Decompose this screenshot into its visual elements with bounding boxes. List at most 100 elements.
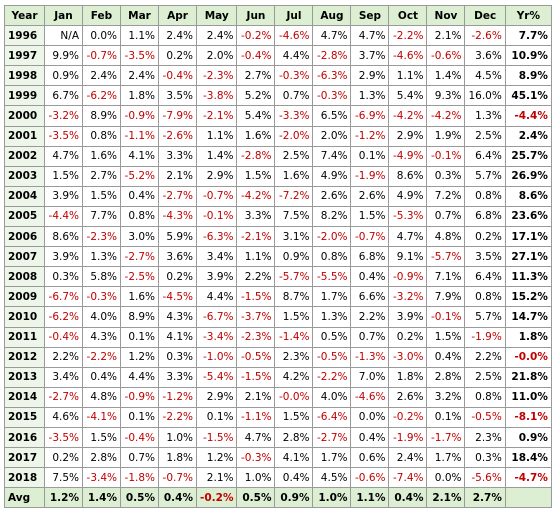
return-cell: 9.9% <box>44 45 83 67</box>
return-cell: -2.2% <box>388 25 428 47</box>
return-cell: 2.4% <box>388 447 428 469</box>
return-cell: 2.1% <box>195 467 238 489</box>
return-cell: -3.5% <box>120 45 159 67</box>
return-cell: 9.1% <box>388 246 428 268</box>
year-row: 2016 -3.5% 1.5% -0.4% 1.0% -1.5% 4.7% 2.8% -2.7%… <box>4 426 552 449</box>
return-cell: -0.9% <box>388 266 428 288</box>
return-cell: 4.5% <box>312 467 352 489</box>
return-cell: -0.3% <box>236 447 276 469</box>
return-cell: 8.9% <box>120 306 159 328</box>
column-header: Jul <box>274 4 314 27</box>
returns-table: Year Jan Feb Mar Apr May Jun Jul Aug Sep Oct Nov Dec… <box>4 4 552 509</box>
column-header: Jan <box>44 4 83 27</box>
return-cell: 3.2% <box>426 386 466 408</box>
column-header: Feb <box>82 4 121 27</box>
return-cell: -1.9% <box>388 426 428 449</box>
return-cell: -6.3% <box>312 65 352 87</box>
return-cell: 8.2% <box>312 205 352 228</box>
return-cell: -5.7% <box>274 266 314 288</box>
return-cell: 4.0% <box>312 386 352 408</box>
return-cell: 0.4% <box>426 346 466 368</box>
year-cell: 2004 <box>4 185 45 207</box>
return-cell: 1.2% <box>120 346 159 368</box>
return-cell: -0.4% <box>44 326 83 348</box>
return-cell: 0.9% <box>274 246 314 268</box>
return-cell: 1.8% <box>158 447 197 469</box>
return-cell: 3.9% <box>195 266 238 288</box>
return-cell: -1.2% <box>350 125 390 147</box>
return-cell: 2.9% <box>388 125 428 147</box>
return-cell: 1.3% <box>82 246 121 268</box>
return-cell: -4.7% <box>504 467 552 489</box>
return-cell: 14.7% <box>504 306 552 328</box>
return-cell: 1.2% <box>195 447 238 469</box>
return-cell: -0.7% <box>350 226 390 248</box>
return-cell: -4.1% <box>82 406 121 428</box>
return-cell: 2.2% <box>44 346 83 368</box>
year-row: 2005 -4.4% 7.7% 0.8% -4.3% -0.1% 3.3% 7.5% 8.2% 1… <box>4 205 552 228</box>
return-cell: -2.8% <box>312 45 352 67</box>
return-cell: 0.8% <box>82 125 121 147</box>
return-cell: 2.4% <box>120 65 159 87</box>
year-row: 1996 N/A 0.0% 1.1% 2.4% 2.4% -0.2% -4.6% 4.7% 4.7… <box>4 25 552 47</box>
return-cell: 4.7% <box>388 226 428 248</box>
year-row: 2004 3.9% 1.5% 0.4% -2.7% -0.7% -4.2% -7.2% 2.6%… <box>4 185 552 207</box>
return-cell: 1.7% <box>312 286 352 308</box>
return-cell: -3.7% <box>236 306 276 328</box>
return-cell: 0.8% <box>312 246 352 268</box>
return-cell: 1.0% <box>236 467 276 489</box>
return-cell: -1.9% <box>464 326 506 348</box>
return-cell: 7.5% <box>44 467 83 489</box>
return-cell: -0.0% <box>274 386 314 408</box>
year-row: 2008 0.3% 5.8% -2.5% 0.2% 3.9% 2.2% -5.7% -5.5% 0… <box>4 266 552 288</box>
return-cell: -4.2% <box>236 185 276 207</box>
return-cell: -5.5% <box>312 266 352 288</box>
return-cell: 8.9% <box>504 65 552 87</box>
return-cell: 7.7% <box>82 205 121 228</box>
return-cell: -0.3% <box>274 65 314 87</box>
return-cell: 1.5% <box>82 426 121 449</box>
return-cell: -2.1% <box>236 226 276 248</box>
avg-cell: 1.1% <box>350 487 390 509</box>
year-cell: 2014 <box>4 386 45 408</box>
return-cell: 2.8% <box>426 366 466 388</box>
return-cell: -0.5% <box>312 346 352 368</box>
return-cell: 1.5% <box>426 326 466 348</box>
column-header: Apr <box>158 4 197 27</box>
return-cell: -3.5% <box>44 125 83 147</box>
return-cell: 4.9% <box>388 185 428 207</box>
return-cell: 0.8% <box>464 185 506 207</box>
return-cell: -2.3% <box>236 326 276 348</box>
return-cell: 2.9% <box>195 165 238 187</box>
return-cell: 3.5% <box>158 85 197 107</box>
return-cell: 1.4% <box>426 65 466 87</box>
avg-cell: 2.7% <box>464 487 506 509</box>
return-cell: -4.4% <box>44 205 83 228</box>
avg-cell: 1.4% <box>82 487 121 509</box>
year-row: 1998 0.9% 2.4% 2.4% -0.4% -2.3% 2.7% -0.3% -6.3%… <box>4 65 552 87</box>
return-cell: 4.0% <box>82 306 121 328</box>
return-cell: 2.1% <box>158 165 197 187</box>
return-cell: 4.4% <box>274 45 314 67</box>
return-cell: 7.7% <box>504 25 552 47</box>
return-cell: 17.1% <box>504 226 552 248</box>
return-cell: -6.9% <box>350 105 390 127</box>
year-cell: 2000 <box>4 105 45 127</box>
return-cell: -2.1% <box>195 105 238 127</box>
return-cell: 1.5% <box>82 185 121 207</box>
return-cell: -2.0% <box>312 226 352 248</box>
return-cell: 0.1% <box>195 406 238 428</box>
return-cell: 9.3% <box>426 85 466 107</box>
return-cell: -2.2% <box>312 366 352 388</box>
year-cell: 2001 <box>4 125 45 147</box>
return-cell: 6.8% <box>350 246 390 268</box>
return-cell: 3.9% <box>388 306 428 328</box>
column-header: Yr% <box>504 4 552 27</box>
return-cell: 4.8% <box>82 386 121 408</box>
year-row: 2002 4.7% 1.6% 4.1% 3.3% 1.4% -2.8% 2.5% 7.4% 0.1… <box>4 145 552 167</box>
return-cell: -2.0% <box>274 125 314 147</box>
return-cell: 11.0% <box>504 386 552 408</box>
year-cell: 2017 <box>4 447 45 469</box>
return-cell: -2.2% <box>82 346 121 368</box>
return-cell: 1.0% <box>158 426 197 449</box>
